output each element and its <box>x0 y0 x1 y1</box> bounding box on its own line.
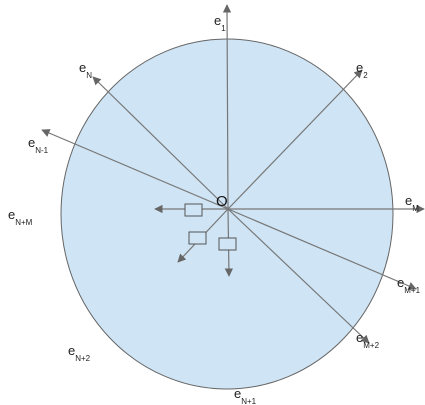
label-eN2: eN+2 <box>68 343 91 363</box>
label-eNm1: eN-1 <box>28 135 49 155</box>
vector-eN <box>92 76 229 210</box>
box-down <box>218 237 237 251</box>
vector-eM1 <box>227 208 417 290</box>
box-left <box>184 203 203 217</box>
label-e2: e2 <box>356 60 368 80</box>
label-eN1: eN+1 <box>234 386 257 405</box>
vector-labels: e1 e2 eM eM+1 eM+2 eN+1 eN+2 eN+M eN-1 e… <box>8 13 421 405</box>
label-eM2: eM+2 <box>356 330 380 350</box>
label-eM1: eM+1 <box>397 275 421 295</box>
origin-label: O <box>216 193 228 210</box>
label-eN: eN <box>79 60 92 80</box>
vector-e1 <box>222 4 232 210</box>
vector-eNm1 <box>41 129 229 210</box>
label-eNM: eN+M <box>8 207 33 227</box>
vector-e2 <box>227 69 363 210</box>
label-eM: eM <box>405 193 419 213</box>
vector-eM2 <box>227 208 370 344</box>
vector-boxes <box>184 203 237 251</box>
label-e1: e1 <box>214 13 226 33</box>
box-diagonal <box>188 231 207 245</box>
